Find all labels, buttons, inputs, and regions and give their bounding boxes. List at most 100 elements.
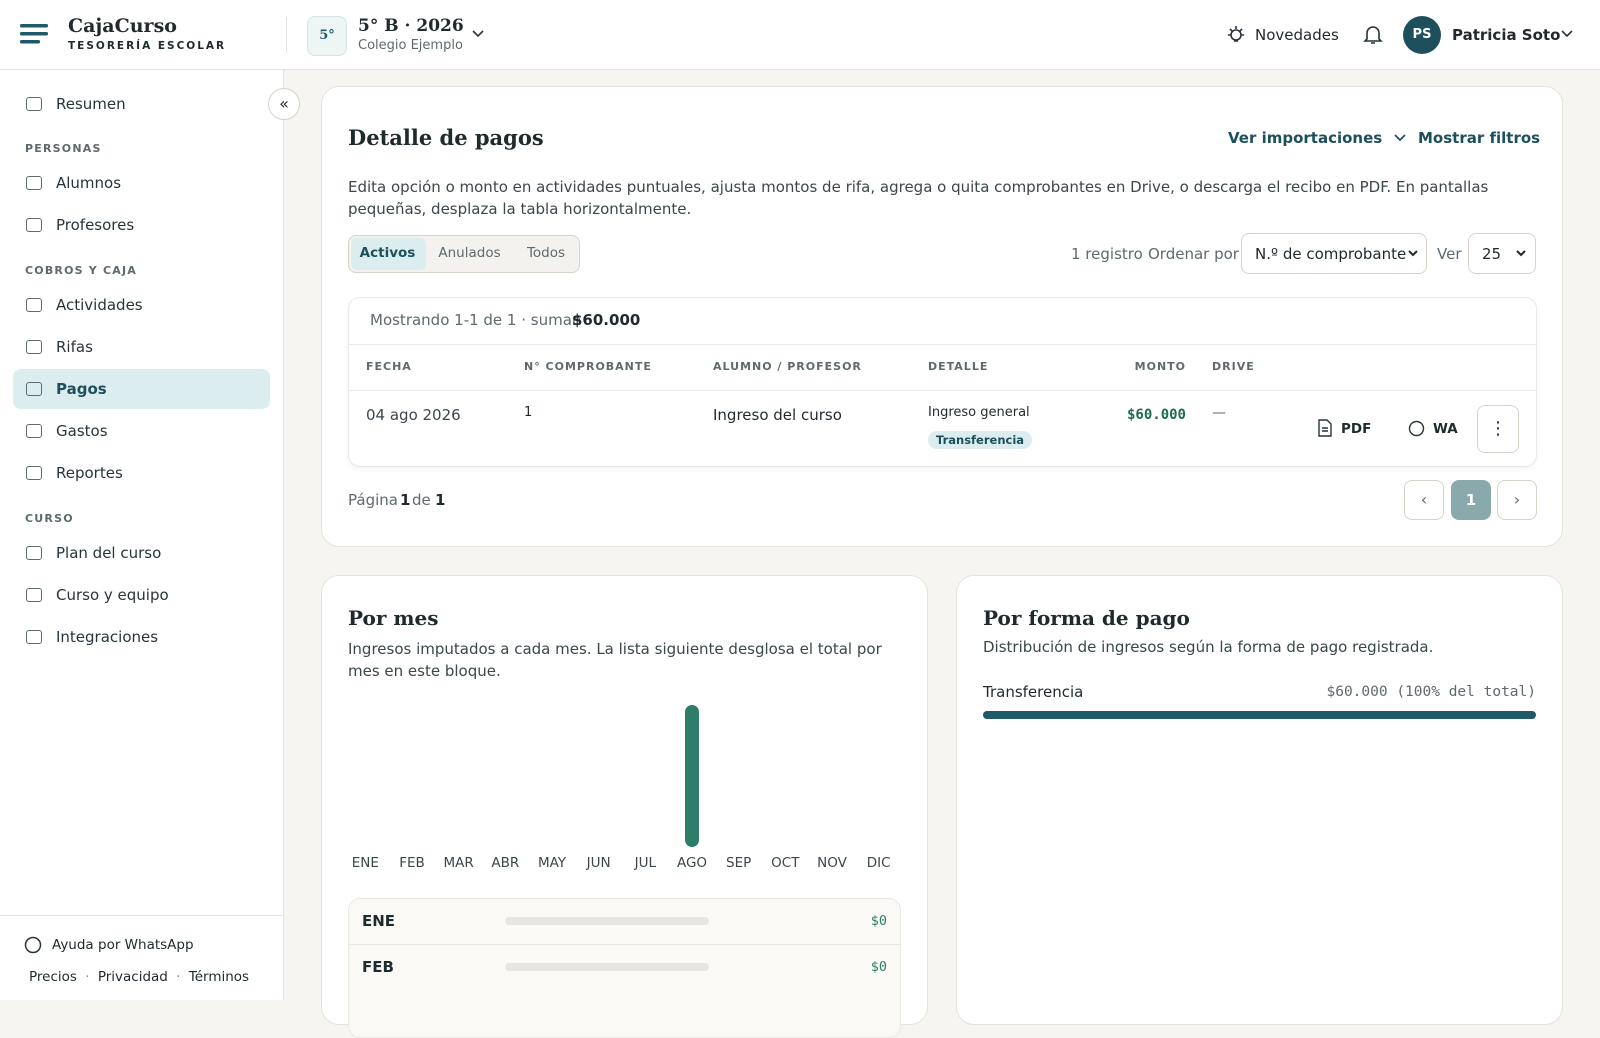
nav-item[interactable]: Gastos: [56, 422, 108, 440]
x-tick-label: SEP: [726, 855, 751, 871]
x-tick-label: OCT: [771, 855, 800, 871]
wa-button[interactable]: WA: [1433, 421, 1458, 437]
whatsapp-icon: [1408, 420, 1425, 437]
footer-link[interactable]: Privacidad: [97, 969, 168, 985]
card-title: Por forma de pago: [983, 606, 1190, 630]
brand: CajaCurso: [68, 15, 177, 37]
nav-item[interactable]: Pagos: [56, 380, 107, 398]
prev-button[interactable]: ‹: [1404, 480, 1444, 520]
count: 1 registro: [1071, 245, 1143, 263]
icon: [26, 588, 42, 602]
top-bar: CajaCurso TESORERÍA ESCOLAR 5° 5° B · 20…: [0, 0, 1600, 70]
icon: [26, 382, 42, 396]
more-button[interactable]: ⋮: [1477, 405, 1519, 453]
method-bar: [983, 711, 1536, 719]
footer-links: Precios · Privacidad · Términos: [29, 969, 249, 985]
next-button[interactable]: ›: [1497, 480, 1537, 520]
x-tick-label: ABR: [491, 855, 519, 871]
nav-item[interactable]: Plan del curso: [56, 544, 162, 562]
nav-item[interactable]: Rifas: [56, 338, 93, 356]
card-title: Detalle de pagos: [348, 125, 544, 150]
tab-active: [351, 238, 426, 270]
method-card: [956, 575, 1563, 1025]
x-tick-label: ENE: [352, 855, 379, 871]
nav-item[interactable]: Resumen: [56, 95, 126, 113]
nav-item[interactable]: Profesores: [56, 216, 135, 234]
cell-drive: —: [1212, 405, 1226, 421]
month-label: FEB: [362, 958, 394, 976]
nav-item[interactable]: Reportes: [56, 464, 123, 482]
help-link[interactable]: Ayuda por WhatsApp: [52, 937, 194, 953]
pdf-icon: [1318, 419, 1332, 437]
menu-icon[interactable]: [20, 22, 50, 46]
icon: [26, 466, 42, 480]
tab[interactable]: Anulados: [438, 245, 501, 261]
course-badge: 5°: [307, 16, 347, 56]
bar: [685, 705, 699, 847]
column-header: ALUMNO / PROFESOR: [713, 360, 862, 373]
chevron[interactable]: [472, 30, 484, 38]
nav-active: [13, 369, 270, 409]
icon: [26, 298, 42, 312]
nav-item[interactable]: Curso y equipo: [56, 586, 169, 604]
divider: [348, 390, 1537, 391]
nav-section: PERSONAS: [25, 142, 102, 155]
icon: [26, 546, 42, 560]
nav-item[interactable]: Alumnos: [56, 174, 122, 192]
bell-icon[interactable]: [1363, 24, 1383, 46]
pdf-button[interactable]: PDF: [1341, 421, 1372, 437]
news[interactable]: Novedades: [1255, 26, 1339, 44]
page-button[interactable]: 1: [1451, 480, 1491, 520]
footer-link[interactable]: Precios: [29, 969, 77, 985]
x-tick-label: AGO: [677, 855, 707, 871]
month-track: [505, 917, 709, 925]
divider: [286, 17, 287, 53]
sidebar: Resumen « Ayuda por WhatsApp Precios · P…: [0, 70, 300, 1000]
x-tick-label: NOV: [817, 855, 847, 871]
nav-item[interactable]: Integraciones: [56, 628, 159, 646]
chevron[interactable]: [1561, 30, 1573, 38]
page-total: 1: [435, 491, 446, 509]
tab[interactable]: Todos: [526, 245, 566, 261]
sort-label: Ordenar por: [1148, 245, 1239, 263]
nav-section: CURSO: [25, 512, 74, 525]
icon: [26, 97, 42, 111]
month-label: ENE: [362, 912, 396, 930]
divider: [0, 915, 284, 916]
x-tick-label: JUN: [586, 855, 611, 871]
tab[interactable]: Activos: [359, 245, 416, 261]
icon: [26, 176, 42, 190]
avatar[interactable]: PS: [1403, 16, 1441, 54]
import-link[interactable]: Ver importaciones: [1228, 129, 1383, 147]
view-value: 25: [1482, 245, 1502, 263]
view-select[interactable]: [1468, 233, 1536, 274]
cell-receipt: 1: [524, 405, 533, 420]
brand-sub: TESORERÍA ESCOLAR: [68, 40, 227, 52]
cell-date: 04 ago 2026: [366, 406, 461, 424]
separator: ·: [171, 969, 185, 985]
collapse-button[interactable]: «: [268, 88, 300, 120]
news-icon: [1228, 26, 1244, 42]
filters-link[interactable]: Mostrar filtros: [1418, 129, 1541, 147]
footer-link[interactable]: Términos: [188, 969, 250, 985]
course[interactable]: 5° B · 2026: [358, 16, 464, 36]
cell-amount: $60.000: [1126, 407, 1186, 423]
whatsapp-icon: [24, 936, 42, 954]
summary-total: $60.000: [572, 311, 641, 329]
column-header: DETALLE: [928, 360, 989, 373]
chevron: [1516, 250, 1526, 257]
month-track: [505, 963, 709, 971]
page-word: Página: [348, 491, 398, 509]
month-value: $0: [870, 913, 887, 929]
user-name[interactable]: Patricia Soto: [1452, 26, 1561, 44]
method-badge: Transferencia: [928, 431, 1033, 449]
nav-item[interactable]: Actividades: [56, 296, 143, 314]
column-header: N° COMPROBANTE: [524, 360, 652, 373]
x-tick-label: MAR: [444, 855, 474, 871]
divider: [348, 344, 1537, 345]
sort-select[interactable]: [1241, 233, 1427, 274]
column-header: DRIVE: [1212, 360, 1255, 373]
page-of: de: [412, 491, 431, 509]
month-value: $0: [870, 959, 887, 975]
